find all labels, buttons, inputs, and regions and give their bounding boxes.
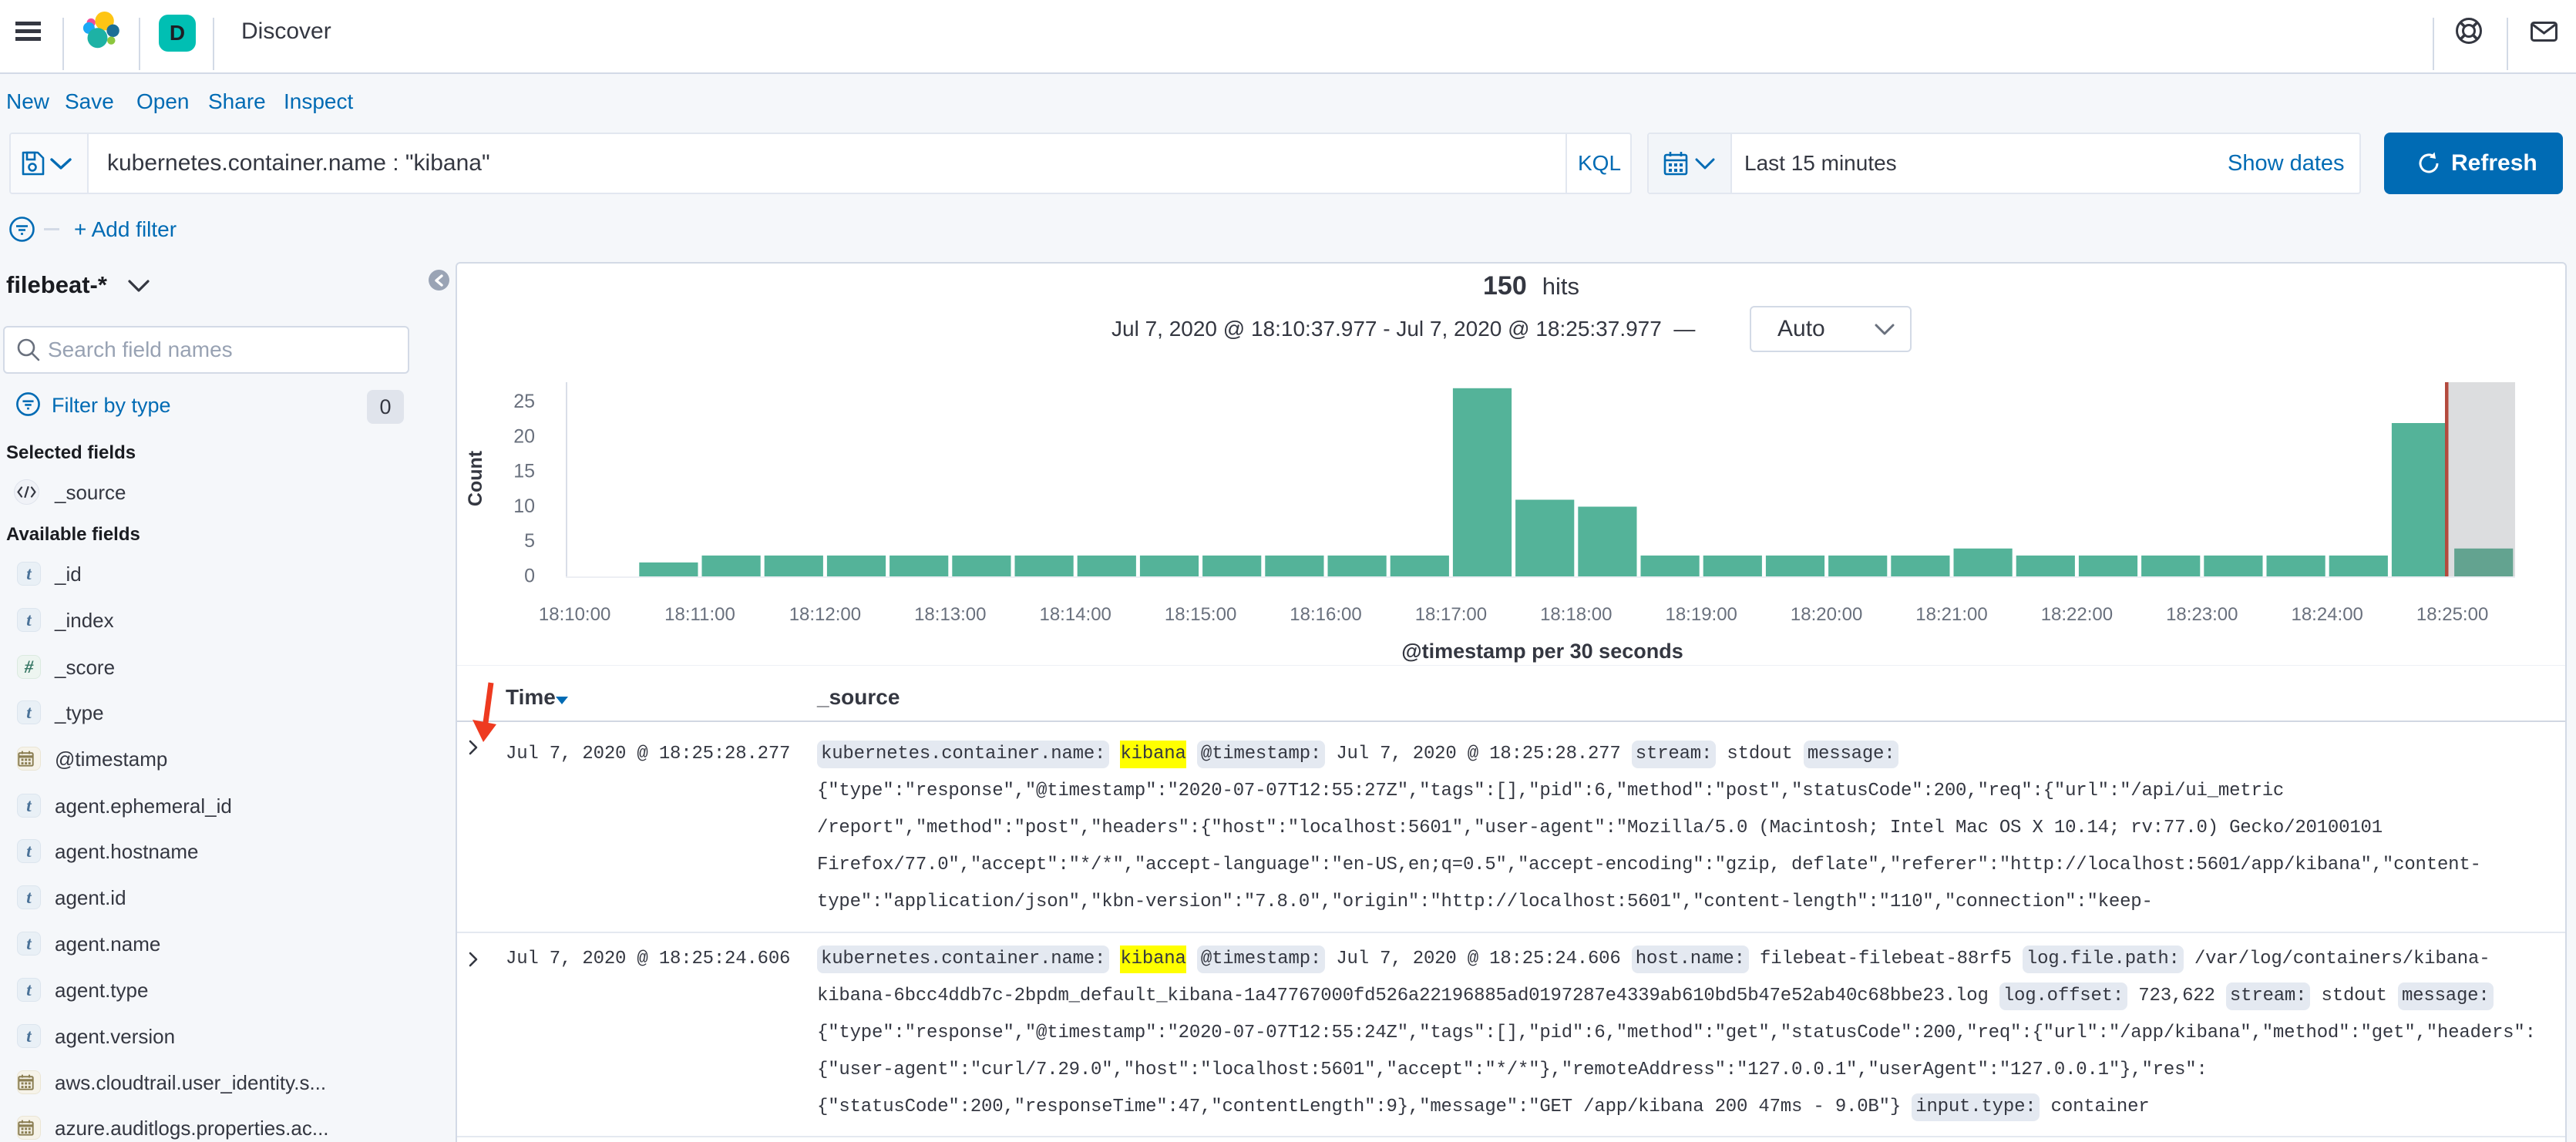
svg-text:Count: Count (465, 450, 486, 506)
svg-text:25: 25 (513, 391, 535, 412)
svg-text:18:23:00: 18:23:00 (2166, 604, 2238, 625)
svg-text:0: 0 (524, 565, 535, 586)
svg-text:18:25:00: 18:25:00 (2416, 604, 2488, 625)
svg-text:18:10:00: 18:10:00 (539, 604, 610, 625)
svg-text:18:21:00: 18:21:00 (1915, 604, 1987, 625)
svg-text:18:22:00: 18:22:00 (2041, 604, 2113, 625)
svg-text:18:20:00: 18:20:00 (1791, 604, 1862, 625)
svg-text:18:12:00: 18:12:00 (789, 604, 861, 625)
svg-text:15: 15 (513, 461, 535, 482)
svg-text:18:19:00: 18:19:00 (1665, 604, 1737, 625)
svg-text:18:14:00: 18:14:00 (1039, 604, 1111, 625)
svg-text:18:17:00: 18:17:00 (1415, 604, 1487, 625)
svg-text:18:24:00: 18:24:00 (2291, 604, 2362, 625)
svg-text:@timestamp per 30 seconds: @timestamp per 30 seconds (1401, 640, 1683, 663)
svg-text:10: 10 (513, 495, 535, 517)
svg-text:5: 5 (524, 530, 535, 552)
svg-text:18:13:00: 18:13:00 (914, 604, 986, 625)
svg-text:18:15:00: 18:15:00 (1165, 604, 1236, 625)
svg-text:20: 20 (513, 426, 535, 448)
svg-text:18:18:00: 18:18:00 (1540, 604, 1612, 625)
svg-text:18:11:00: 18:11:00 (664, 604, 735, 625)
svg-text:18:16:00: 18:16:00 (1290, 604, 1361, 625)
